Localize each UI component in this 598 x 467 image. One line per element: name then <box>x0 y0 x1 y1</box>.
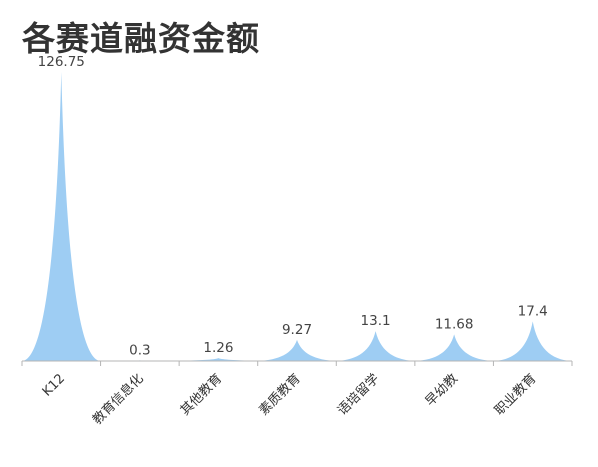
category-label-6: 早幼教 <box>422 371 461 410</box>
value-label-4: 9.27 <box>282 322 312 338</box>
peak-6[interactable] <box>414 334 494 361</box>
value-label-3: 1.26 <box>203 340 233 356</box>
value-labels: 126.75 0.3 1.26 9.27 13.1 11.68 17.4 <box>38 54 548 358</box>
peak-3[interactable] <box>179 358 258 361</box>
value-label-6: 11.68 <box>435 316 474 332</box>
value-label-7: 17.4 <box>518 303 548 319</box>
category-label-2: 教育信息化 <box>89 371 146 428</box>
value-label-1: 126.75 <box>38 54 85 70</box>
value-label-2: 0.3 <box>129 342 150 358</box>
peaks-group <box>22 72 572 361</box>
value-label-5: 13.1 <box>361 313 391 329</box>
chart-title: 各赛道融资金额 <box>22 19 260 58</box>
category-label-7: 职业教育 <box>491 371 539 419</box>
category-label-4: 素质教育 <box>256 371 304 419</box>
peak-1[interactable] <box>22 72 101 361</box>
peak-7[interactable] <box>493 321 572 361</box>
category-label-3: 其他教育 <box>177 371 225 419</box>
category-label-1: K12 <box>40 371 68 399</box>
category-label-5: 语培留学 <box>334 371 382 419</box>
peak-4[interactable] <box>257 339 337 361</box>
peak-5[interactable] <box>336 331 415 361</box>
x-axis-ticks <box>21 361 573 366</box>
category-labels: K12 教育信息化 其他教育 素质教育 语培留学 早幼教 职业教育 <box>40 371 540 428</box>
